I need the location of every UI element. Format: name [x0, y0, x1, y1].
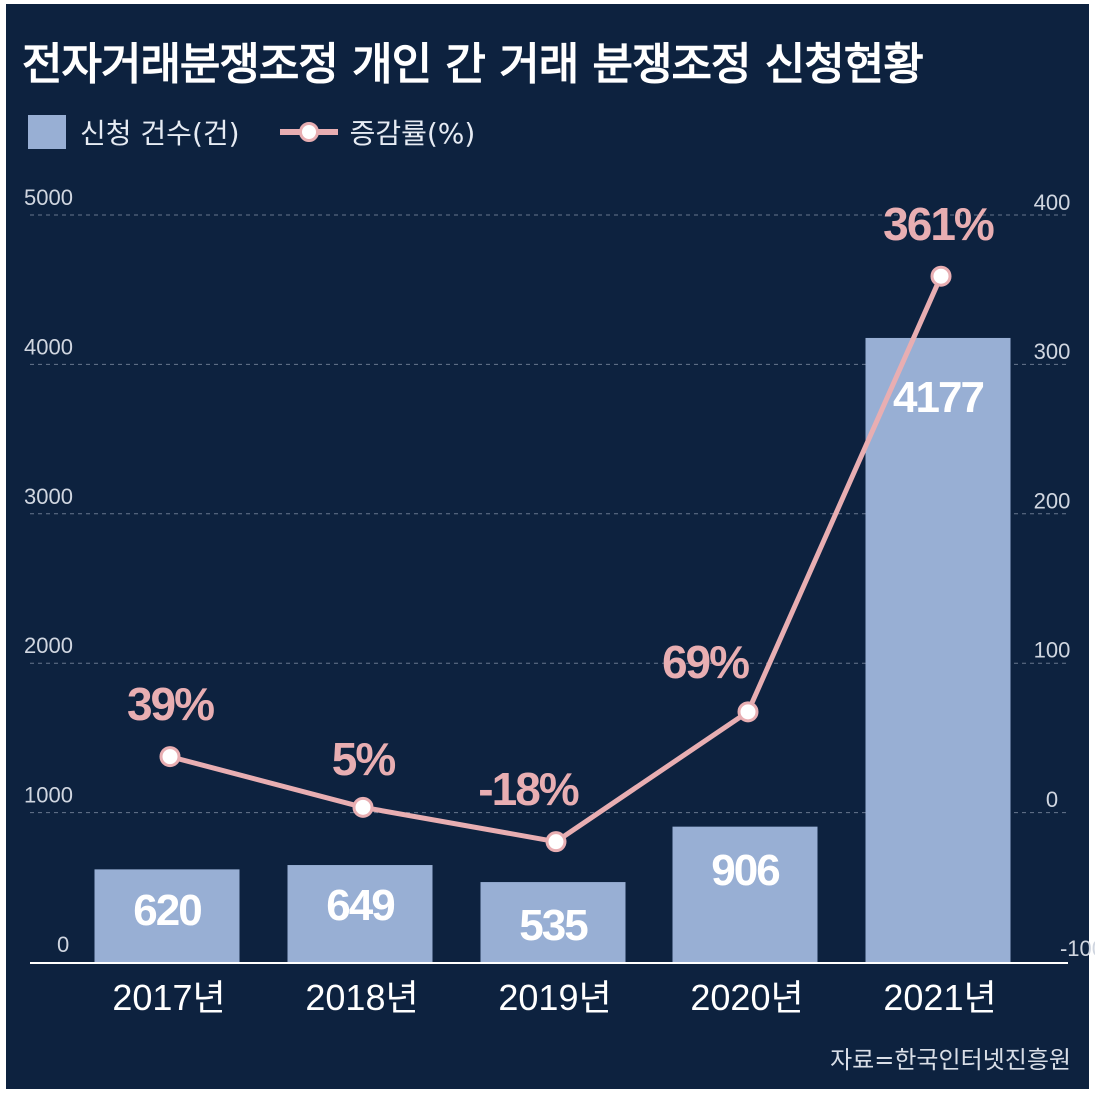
line-point-2: [545, 831, 567, 853]
x-tick-label-4: 2021년: [883, 977, 996, 1018]
source-note: 자료=한국인터넷진흥원: [830, 1046, 1071, 1074]
right-axis-tick-200: 200: [1034, 488, 1071, 513]
left-axis-tick-2000: 2000: [24, 633, 73, 658]
growth-rate-line: [169, 275, 944, 845]
legend-line-swatch: [279, 115, 338, 149]
line-label-4: 361%: [883, 198, 994, 250]
bar-2: [480, 882, 626, 962]
right-axis-tick--100: -100: [1060, 936, 1095, 961]
right-axis-tick-0: 0: [1046, 787, 1058, 812]
bar-label-2: 535: [519, 901, 588, 950]
left-axis-tick-5000: 5000: [24, 185, 73, 210]
bar-1: [287, 865, 433, 962]
bar-label-0: 620: [133, 886, 201, 935]
right-axis-tick-300: 300: [1034, 339, 1071, 364]
legend-bar-swatch: [28, 115, 66, 149]
left-axis-tick-4000: 4000: [24, 334, 73, 359]
bar-0: [94, 869, 240, 962]
line-label-2: -18%: [478, 763, 578, 815]
legend-bar-label: 신청 건수(건): [80, 117, 240, 150]
line-label-1: 5%: [332, 733, 396, 785]
x-tick-label-2: 2019년: [498, 977, 611, 1018]
left-axis-tick-0: 0: [57, 932, 69, 957]
bar-3: [672, 826, 818, 962]
line-label-3: 69%: [662, 636, 749, 688]
line-point-3: [737, 701, 759, 723]
x-tick-label-1: 2018년: [305, 977, 418, 1018]
bar-label-1: 649: [326, 881, 394, 930]
x-tick-label-3: 2020년: [690, 977, 803, 1018]
legend-line-label: 증감률(%): [349, 117, 476, 150]
right-axis-tick-400: 400: [1034, 190, 1071, 215]
bar-4: [865, 337, 1011, 963]
left-axis-tick-3000: 3000: [24, 484, 73, 509]
bar-label-3: 906: [711, 846, 779, 895]
chart-title: 전자거래분쟁조정 개인 간 거래 분쟁조정 신청현황: [22, 39, 924, 90]
line-point-1: [352, 796, 374, 818]
bar-label-4: 4177: [893, 373, 983, 422]
left-axis-tick-1000: 1000: [24, 783, 73, 808]
line-point-0: [159, 746, 181, 768]
legend: 신청 건수(건) 증감률(%): [28, 112, 475, 152]
line-point-4: [930, 265, 952, 287]
right-axis-tick-100: 100: [1034, 638, 1071, 663]
x-tick-label-0: 2017년: [112, 977, 225, 1018]
line-label-0: 39%: [127, 678, 214, 730]
